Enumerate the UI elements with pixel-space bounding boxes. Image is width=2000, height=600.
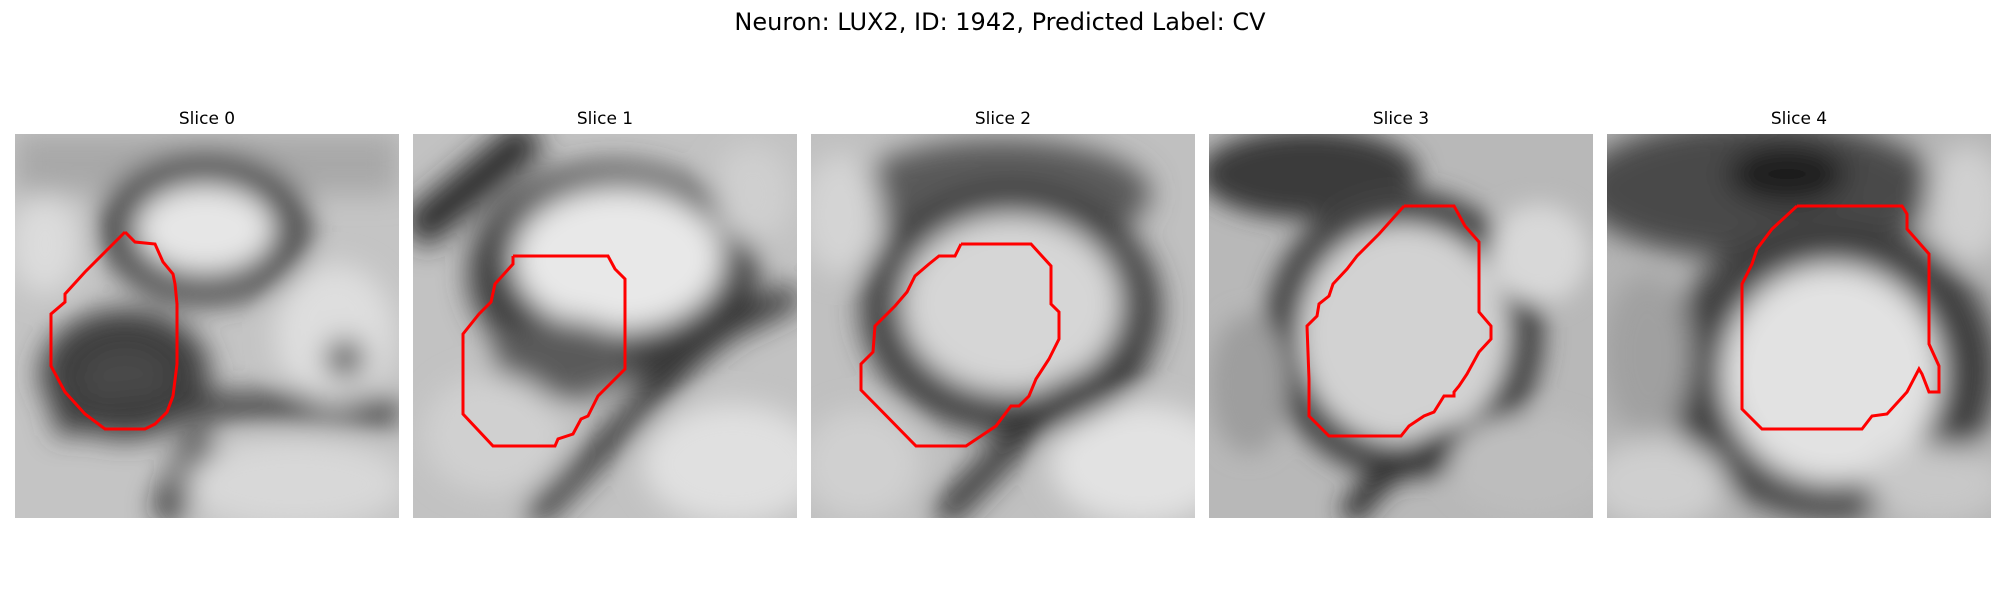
slice-panel-1: Slice 1	[413, 108, 797, 518]
slice-image-3	[1209, 134, 1593, 518]
slice-title-0: Slice 0	[15, 108, 399, 130]
slice-image-1	[413, 134, 797, 518]
slice-title-1: Slice 1	[413, 108, 797, 130]
slice-image-0	[15, 134, 399, 518]
slice-panel-4: Slice 4	[1607, 108, 1991, 518]
slice-title-3: Slice 3	[1209, 108, 1593, 130]
figure-title: Neuron: LUX2, ID: 1942, Predicted Label:…	[0, 6, 2000, 38]
slice-title-4: Slice 4	[1607, 108, 1991, 130]
slice-panel-2: Slice 2	[811, 108, 1195, 518]
slice-image-4	[1607, 134, 1991, 518]
slice-image-2	[811, 134, 1195, 518]
slice-title-2: Slice 2	[811, 108, 1195, 130]
slice-panel-3: Slice 3	[1209, 108, 1593, 518]
slice-panel-0: Slice 0	[15, 108, 399, 518]
